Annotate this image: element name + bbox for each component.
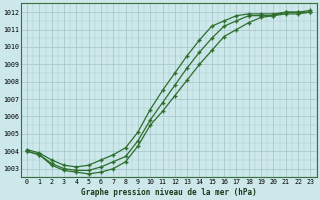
X-axis label: Graphe pression niveau de la mer (hPa): Graphe pression niveau de la mer (hPa) — [81, 188, 257, 197]
